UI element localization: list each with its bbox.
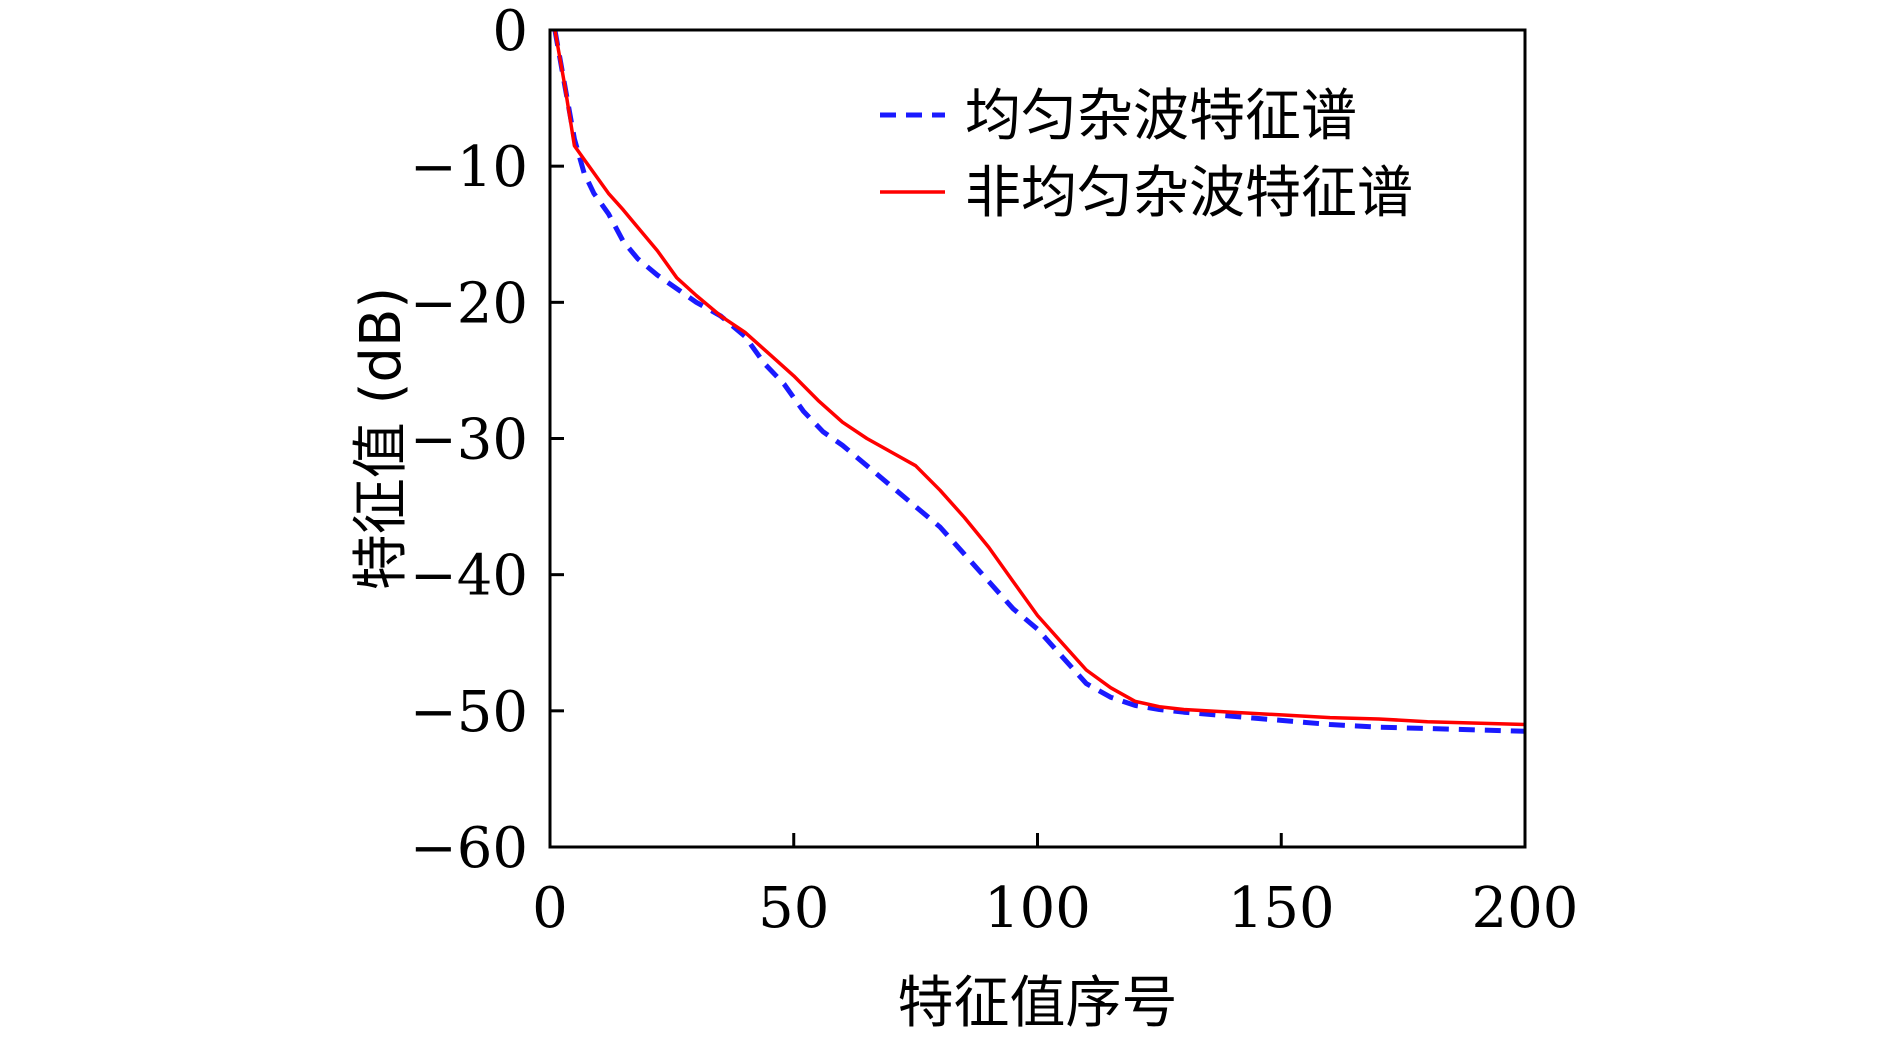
plot-frame bbox=[548, 28, 1527, 849]
x-tick-label: 0 bbox=[532, 876, 568, 941]
y-tick-label: −40 bbox=[410, 544, 528, 609]
legend-label-1: 均匀杂波特征谱 bbox=[965, 84, 1357, 149]
x-tick-label: 100 bbox=[984, 876, 1091, 941]
y-tick-label: −20 bbox=[410, 271, 528, 336]
legend-label-2: 非均匀杂波特征谱 bbox=[965, 161, 1413, 226]
y-axis-title: 特征值 (dB) bbox=[349, 287, 414, 590]
series-line-2 bbox=[553, 29, 1526, 727]
x-tick-label: 50 bbox=[758, 876, 829, 941]
y-tick-label: −60 bbox=[410, 816, 528, 881]
ticks-layer: 0 50 100 150 200 0 −10 −20 −30 −40 −50 −60 bbox=[410, 0, 1579, 941]
axes-layer bbox=[548, 28, 1527, 849]
x-tick-label: 150 bbox=[1228, 876, 1335, 941]
y-tick-label: −50 bbox=[410, 680, 528, 745]
x-tick-label: 200 bbox=[1472, 876, 1579, 941]
y-tick-label: −30 bbox=[410, 408, 528, 473]
y-tick-label: 0 bbox=[492, 0, 528, 64]
series-layer bbox=[552, 29, 1526, 734]
y-tick-label: −10 bbox=[410, 135, 528, 200]
x-axis-title: 特征值序号 bbox=[898, 971, 1178, 1036]
